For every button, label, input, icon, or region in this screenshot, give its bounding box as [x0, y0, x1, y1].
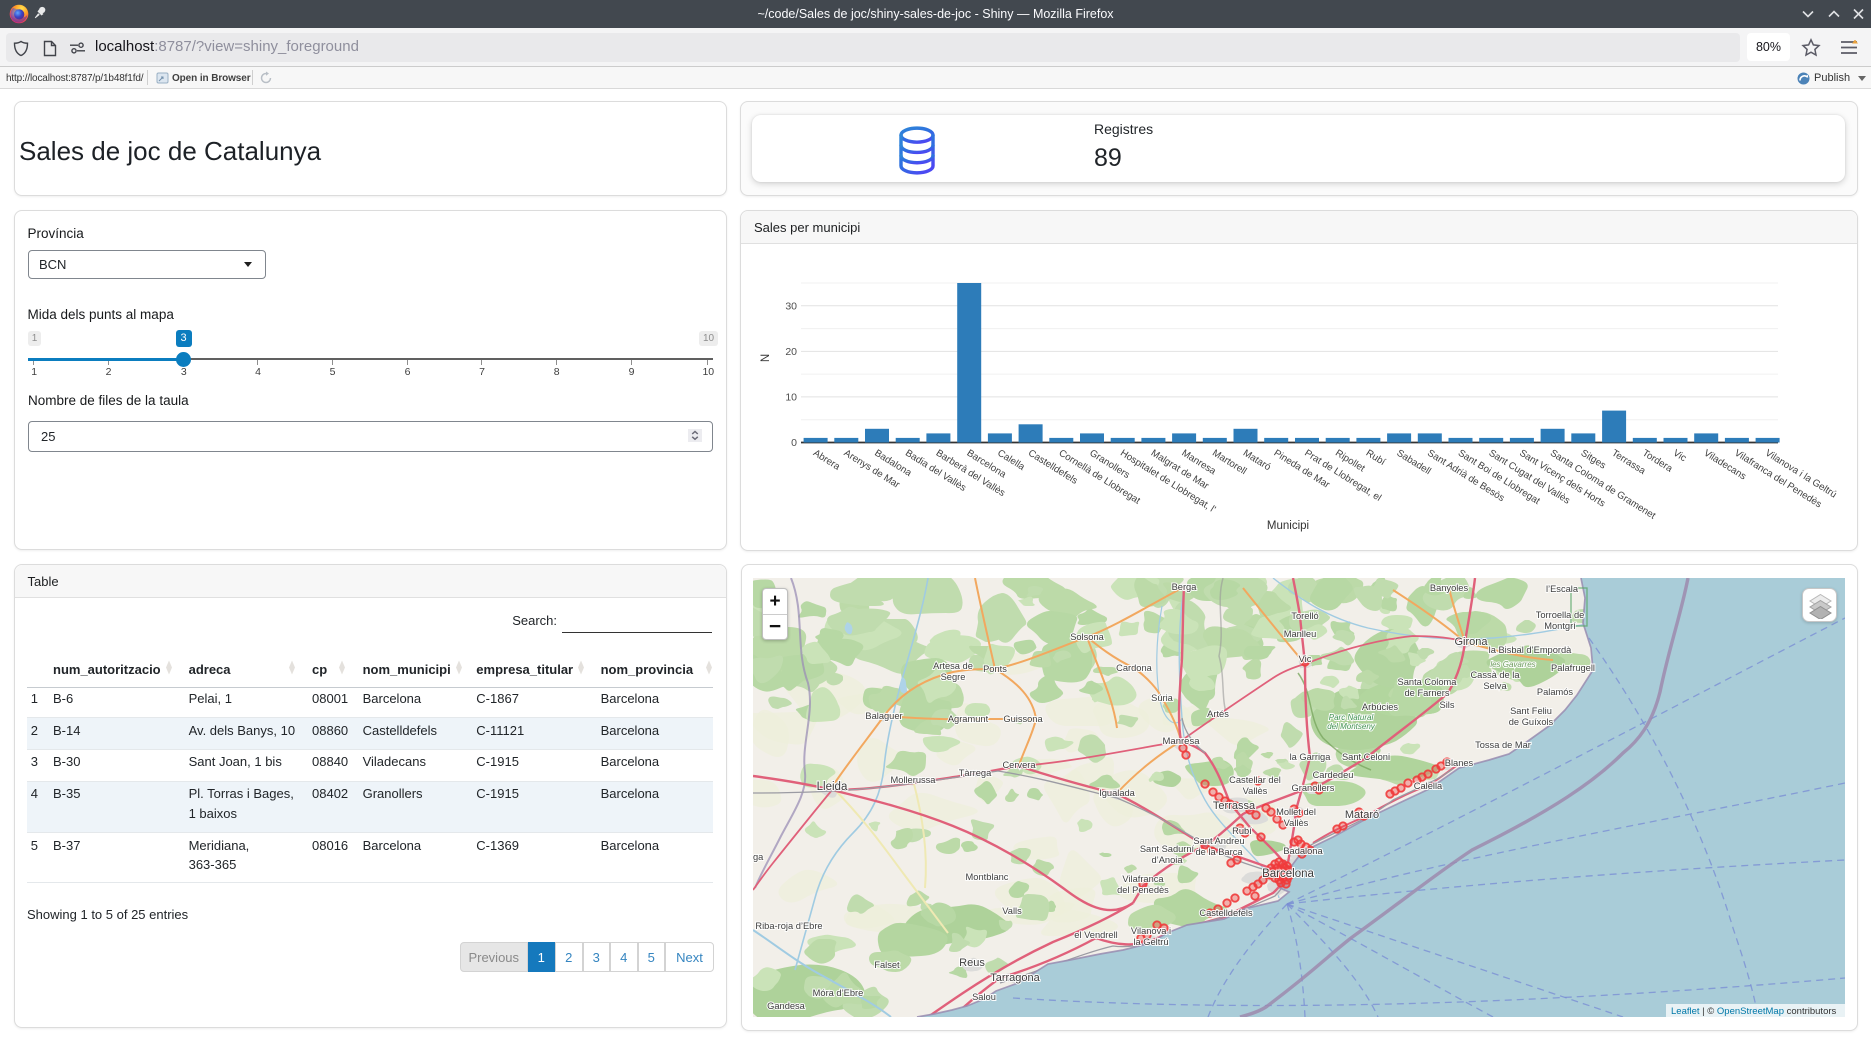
- svg-text:20: 20: [785, 346, 797, 358]
- svg-text:Súria: Súria: [1151, 693, 1174, 703]
- svg-text:Sant Sadurní: Sant Sadurní: [1140, 844, 1195, 854]
- svg-text:Banyoles: Banyoles: [1430, 583, 1469, 593]
- svg-text:Tarragona: Tarragona: [990, 972, 1040, 984]
- svg-text:Falset: Falset: [874, 960, 900, 970]
- svg-text:Palafrugell: Palafrugell: [1551, 663, 1595, 673]
- svg-text:Montgrí: Montgrí: [1544, 621, 1576, 631]
- svg-text:Reus: Reus: [959, 957, 985, 969]
- svg-text:Igualada: Igualada: [1099, 788, 1136, 798]
- svg-text:Cardedeu: Cardedeu: [1313, 770, 1354, 780]
- svg-text:Castellar del: Castellar del: [1229, 775, 1281, 785]
- svg-text:Artesa de: Artesa de: [933, 661, 973, 671]
- svg-text:Balaguer: Balaguer: [865, 711, 902, 721]
- svg-text:Lleida: Lleida: [817, 781, 848, 793]
- svg-text:Sant Andreu: Sant Andreu: [1193, 836, 1244, 846]
- svg-text:Riba-roja d’Ebre: Riba-roja d’Ebre: [755, 921, 822, 931]
- svg-text:Sabadell: Sabadell: [1395, 448, 1433, 478]
- svg-text:Guissona: Guissona: [1003, 714, 1043, 724]
- svg-text:d’Anoia: d’Anoia: [1151, 855, 1183, 865]
- svg-text:0: 0: [791, 437, 797, 449]
- svg-text:Vallès: Vallès: [1284, 818, 1309, 828]
- svg-text:30: 30: [785, 300, 797, 312]
- svg-text:la Bisbal d’Empordà: la Bisbal d’Empordà: [1489, 645, 1573, 655]
- svg-text:Cassà de la: Cassà de la: [1470, 670, 1520, 680]
- svg-text:10: 10: [785, 391, 797, 403]
- svg-text:Vallès: Vallès: [1243, 786, 1268, 796]
- svg-text:Montblanc: Montblanc: [966, 872, 1009, 882]
- svg-text:Tordera: Tordera: [1640, 448, 1674, 475]
- svg-text:Mollet del: Mollet del: [1276, 807, 1316, 817]
- svg-text:Salou: Salou: [972, 992, 996, 1002]
- svg-text:Rubí: Rubí: [1232, 826, 1252, 836]
- svg-text:Valls: Valls: [1002, 906, 1022, 916]
- svg-text:Sils: Sils: [1440, 700, 1455, 710]
- svg-text:N: N: [760, 354, 772, 362]
- svg-text:Solsona: Solsona: [1070, 632, 1104, 642]
- svg-text:Vic: Vic: [1671, 448, 1688, 465]
- svg-text:Leaflet | © OpenStreetMap cont: Leaflet | © OpenStreetMap contributors: [1671, 1006, 1837, 1017]
- svg-text:la Garriga: la Garriga: [1290, 752, 1332, 762]
- svg-text:les Gavarres: les Gavarres: [1490, 660, 1535, 669]
- svg-text:Martorell: Martorell: [1210, 448, 1248, 478]
- svg-text:Gandesa: Gandesa: [767, 1001, 806, 1011]
- svg-text:de Farners: de Farners: [1405, 688, 1450, 698]
- svg-text:Sant Feliu: Sant Feliu: [1510, 706, 1552, 716]
- svg-text:Terrassa: Terrassa: [1213, 800, 1256, 812]
- svg-text:Blanes: Blanes: [1445, 758, 1474, 768]
- svg-text:Badalona: Badalona: [1283, 846, 1323, 856]
- svg-text:Tossa de Mar: Tossa de Mar: [1475, 740, 1531, 750]
- svg-text:Granollers: Granollers: [1292, 783, 1335, 793]
- svg-text:del Montseny: del Montseny: [1327, 722, 1376, 731]
- svg-text:Calella: Calella: [1414, 781, 1443, 791]
- svg-text:Girona: Girona: [1454, 636, 1488, 648]
- svg-text:l’Escala: l’Escala: [1546, 584, 1579, 594]
- svg-text:Móra d’Ebre: Móra d’Ebre: [813, 988, 864, 998]
- svg-text:Mataró: Mataró: [1345, 809, 1379, 821]
- svg-text:Terrassa: Terrassa: [1610, 448, 1648, 478]
- svg-text:de la Barca: de la Barca: [1195, 847, 1243, 857]
- svg-text:Tàrrega: Tàrrega: [959, 768, 992, 778]
- svg-text:Rubí: Rubí: [1364, 448, 1388, 468]
- svg-text:Sant Celoni: Sant Celoni: [1342, 752, 1390, 762]
- svg-text:de Guíxols: de Guíxols: [1509, 717, 1554, 727]
- svg-text:Barcelona: Barcelona: [1262, 868, 1314, 880]
- svg-text:Segre: Segre: [941, 672, 966, 682]
- svg-text:Torroella de: Torroella de: [1536, 610, 1585, 620]
- svg-text:el Vendrell: el Vendrell: [1074, 930, 1117, 940]
- svg-text:Vilafranca: Vilafranca: [1122, 874, 1164, 884]
- svg-text:Abrera: Abrera: [811, 448, 842, 473]
- svg-text:Selva: Selva: [1483, 681, 1507, 691]
- svg-text:Parc Natural: Parc Natural: [1329, 713, 1374, 722]
- svg-text:Castelldefels: Castelldefels: [1199, 908, 1253, 918]
- svg-text:Cervera: Cervera: [1002, 760, 1036, 770]
- svg-text:Municipi: Municipi: [1267, 520, 1309, 532]
- svg-text:Berga: Berga: [1172, 582, 1198, 592]
- svg-text:Cardona: Cardona: [1116, 663, 1152, 673]
- svg-text:Vilanova i: Vilanova i: [1131, 926, 1171, 936]
- svg-text:Mollerussa: Mollerussa: [891, 775, 937, 785]
- svg-text:Arbúcies: Arbúcies: [1362, 702, 1399, 712]
- svg-text:Manresa: Manresa: [1163, 736, 1201, 747]
- svg-text:Torelló: Torelló: [1291, 611, 1318, 621]
- svg-text:Vic: Vic: [1298, 654, 1311, 665]
- svg-text:Agramunt: Agramunt: [948, 714, 989, 724]
- svg-text:Santa Coloma: Santa Coloma: [1398, 677, 1458, 687]
- svg-text:Artés: Artés: [1207, 709, 1229, 719]
- svg-text:Palamós: Palamós: [1537, 687, 1574, 697]
- svg-text:la Geltrú: la Geltrú: [1133, 937, 1168, 947]
- svg-text:del Penedès: del Penedès: [1117, 885, 1169, 895]
- svg-text:ga: ga: [753, 852, 764, 862]
- svg-text:Manlleu: Manlleu: [1284, 629, 1317, 639]
- svg-text:Ponts: Ponts: [983, 664, 1007, 674]
